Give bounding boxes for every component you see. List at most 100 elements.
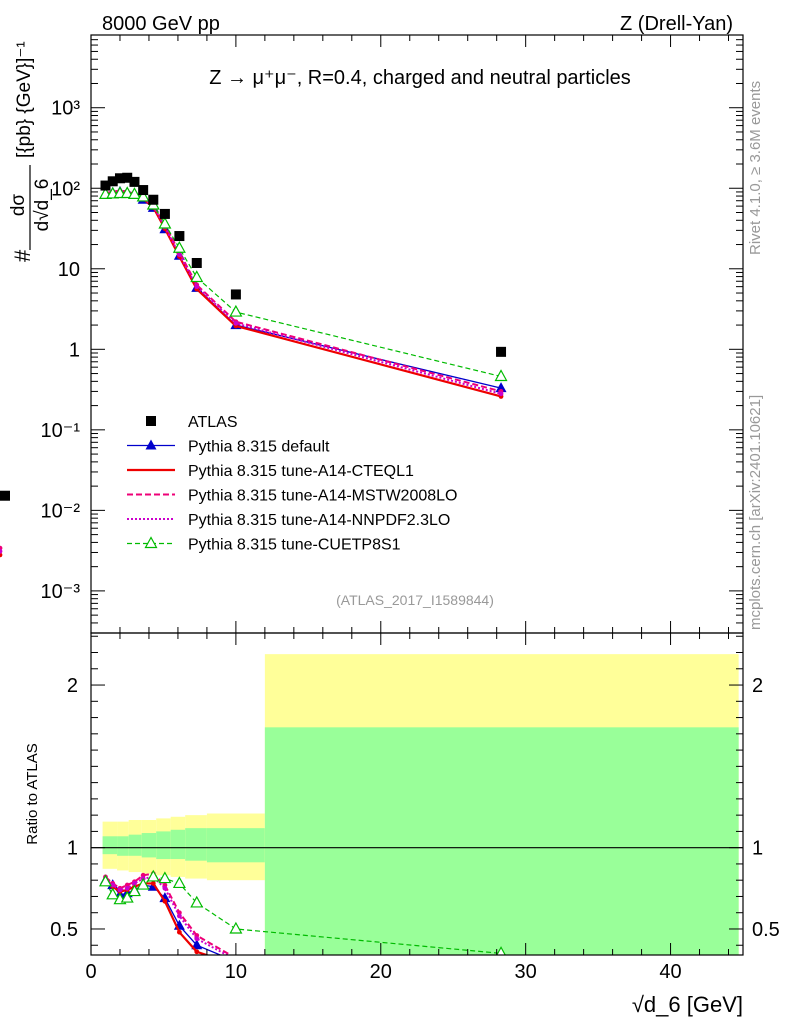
ratio-ytick-label-right: 0.5 [752,919,780,941]
band-stat-4 [156,831,171,860]
ratio-point-4-9 [194,936,200,942]
main-point-4-11 [498,391,504,397]
mcplots-label: mcplots.cern.ch [arXiv:2401.10621] [747,395,764,630]
ratio-series-layer [98,869,506,980]
ratio-point-1-9 [191,939,203,950]
ratio-ytick-label-left: 0.5 [50,919,78,941]
atlas-point-0 [100,180,111,191]
legend-label-0: ATLAS [188,414,238,431]
legend: ATLAS Pythia 8.315 default Pythia 8.315 tu… [127,414,457,554]
ratio-point-2-8 [176,929,182,935]
ratio-point-2-9 [194,949,200,955]
ratio-point-5-4 [127,884,141,897]
ratio-point-2-6 [150,881,156,886]
legend-marker-atlas [146,416,156,426]
main-ytick-label: 10⁻³ [41,581,81,603]
ratio-point-4-3 [124,885,130,891]
main-ytick-label: 10³ [51,98,80,120]
ratio-frame [90,632,744,956]
ratio-line-3 [104,872,233,955]
main-point-5-9 [190,270,204,283]
legend-marker-1 [145,439,157,450]
ratio-xlabel: √d_6 [GeV] [632,992,743,1017]
ratio-point-4-8 [176,913,182,919]
main-ytick-label: 10 [58,259,80,281]
ratio-bands [91,654,743,955]
main-point-1-11 [495,382,507,393]
ratio-point-3-11 [499,972,504,977]
main-point-4-9 [194,284,200,290]
legend-marker-5 [144,536,158,549]
main-ylabel-num: dσ [8,194,29,217]
main-ytick-label: 10² [51,178,80,200]
ratio-xtick-label: 0 [85,961,96,983]
band-stat-3 [141,833,157,858]
ratio-point-4-4 [132,881,137,886]
main-point-4-12 [0,548,3,554]
ratio-point-4-11 [499,975,504,980]
ratio-point-5-1 [106,887,120,900]
ratio-point-1-7 [159,892,171,903]
ratio-point-5-11 [496,946,506,955]
main-ylabel-den: d√d_6 [32,179,53,232]
legend-label-3: Pythia 8.315 tune-A14-MSTW2008LO [188,488,457,505]
ratio-point-5-6 [146,869,160,882]
atlas-point-7 [159,208,170,219]
main-ticks: 10⁻³ 10⁻² 10⁻¹ 1 10 10² 10³ [41,34,743,634]
band-stat-1 [117,836,129,856]
main-panel: 10⁻³ 10⁻² 10⁻¹ 1 10 10² 10³ Z → μ⁺μ⁻, R=0.4, c… [0,34,744,634]
ratio-ytick-label-left: 2 [67,675,78,697]
ratio-ytick-label-left: 1 [67,838,78,860]
atlas-point-2 [114,173,125,184]
main-ytick-label: 10⁻² [41,500,81,522]
band-stat-7 [206,828,265,863]
atlas-point-1 [107,176,118,187]
ratio-ylabel: Ratio to ATLAS [24,743,41,844]
ratio-ticks: 0.5 0.51 12 20 10 20 30 40 [50,633,780,983]
main-point-4-10 [233,320,239,326]
main-ylabel: # dσ d√d_6 [{pb} {GeV}]⁻¹ [8,41,53,262]
ratio-ytick-label-right: 1 [752,838,763,860]
ratio-point-5-0 [98,874,113,887]
ratio-ytick-label-right: 2 [752,675,763,697]
band-stat-5 [170,829,186,860]
atlas-point-6 [148,194,159,205]
ratio-point-5-7 [158,871,172,884]
band-stat-8 [264,727,739,955]
ratio-xtick-label: 40 [659,961,681,983]
ratio-xtick-label: 20 [370,961,392,983]
main-point-5-3 [120,186,134,199]
atlas-point-9 [191,257,202,268]
main-title: Z → μ⁺μ⁻, R=0.4, charged and neutral par… [209,67,631,89]
legend-label-2: Pythia 8.315 tune-A14-CTEQL1 [188,463,414,480]
ratio-point-5-5 [136,877,150,890]
band-stat-2 [128,834,142,856]
main-point-2-12 [0,552,3,558]
main-ylabel-units: [{pb} {GeV}]⁻¹ [14,41,35,158]
main-ylabel-hash: # [10,249,35,262]
atlas-point-8 [174,231,185,242]
rivet-label: Rivet 4.1.0, ≥ 3.6M events [747,81,764,255]
ratio-point-3-10 [233,956,238,961]
atlas-point-11 [496,346,507,357]
legend-label-5: Pythia 8.315 tune-CUETP8S1 [188,537,401,554]
analysis-tag: (ATLAS_2017_I1589844) [336,592,494,608]
main-point-5-7 [158,216,172,229]
header-right: Z (Drell-Yan) [620,13,733,35]
main-point-5-4 [127,187,141,199]
atlas-point-10 [230,289,241,300]
main-point-4-8 [176,252,182,258]
atlas-point-3 [122,172,133,183]
main-point-5-5 [136,189,150,202]
ratio-point-5-8 [172,876,186,889]
ratio-point-5-9 [190,895,204,908]
band-stat-6 [185,828,207,861]
ratio-point-4-2 [117,887,123,893]
ratio-point-5-10 [229,921,243,934]
header-left: 8000 GeV pp [102,13,220,35]
atlas-point-5 [138,185,149,196]
main-point-5-10 [229,304,243,317]
atlas-point-4 [129,176,140,187]
ratio-point-5-3 [120,890,134,903]
